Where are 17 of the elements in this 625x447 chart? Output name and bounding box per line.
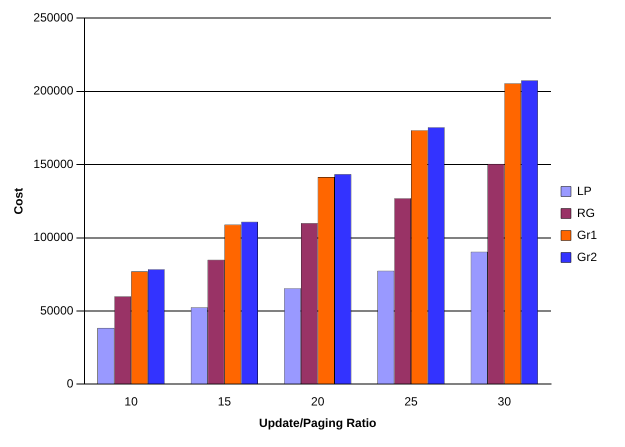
y-tick-label: 0: [66, 376, 74, 391]
x-tick-label: 20: [311, 394, 325, 409]
y-tick-label: 250000: [33, 10, 74, 25]
y-tick-label: 50000: [40, 303, 74, 318]
legend-label: RG: [576, 206, 595, 220]
legend-label: LP: [576, 184, 592, 198]
y-tick-label: 150000: [33, 156, 74, 171]
x-tick-label: 30: [498, 394, 512, 409]
legend-label: Gr1: [576, 228, 598, 242]
x-tick-label: 10: [124, 394, 138, 409]
y-tick-label: 100000: [33, 230, 74, 244]
y-tick-label: 200000: [33, 84, 74, 98]
legend-label: Gr2: [576, 250, 598, 264]
x-axis-title: Update/Paging Ratio: [259, 416, 376, 430]
y-axis-title: Cost: [12, 188, 26, 215]
x-tick-label: 25: [404, 394, 418, 409]
x-tick-label: 15: [218, 394, 232, 409]
